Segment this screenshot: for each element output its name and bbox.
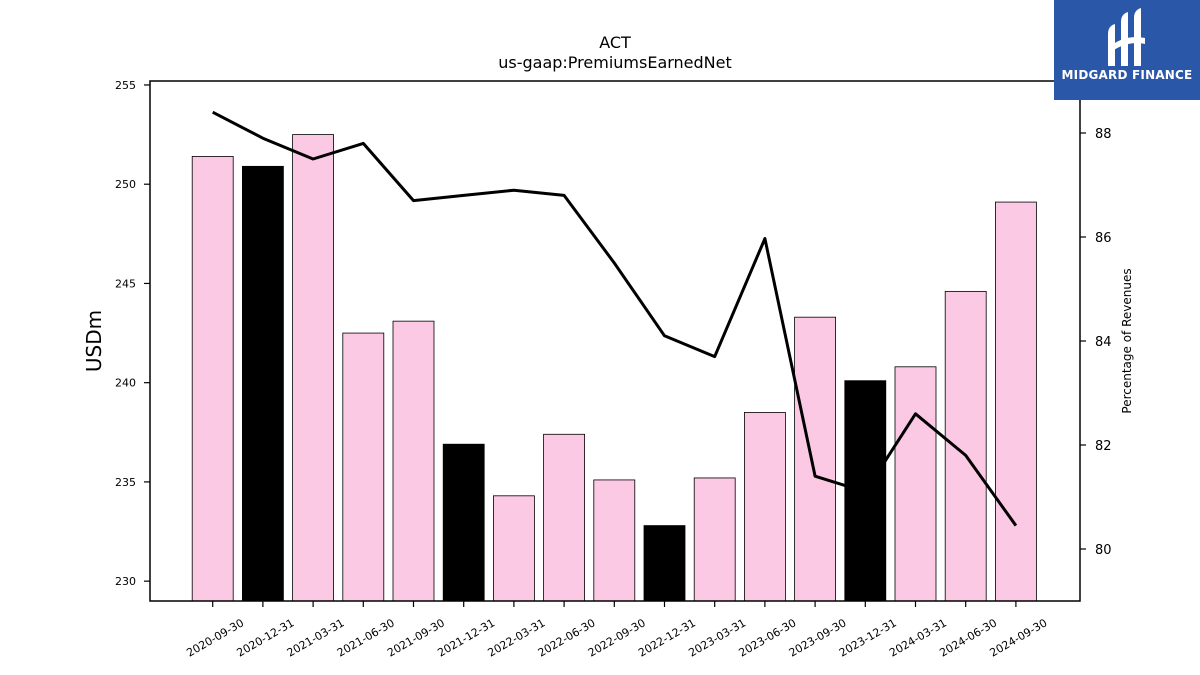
y2-tick-label: 86 <box>1095 231 1112 246</box>
bar-2023-06-30 <box>744 412 786 602</box>
y-tick-label: 245 <box>115 277 136 290</box>
y2-tick-label: 84 <box>1095 335 1112 350</box>
bar-2023-09-30 <box>794 316 836 602</box>
bar-2020-09-30 <box>191 156 234 602</box>
brand-name: MIDGARD FINANCE <box>1061 68 1193 82</box>
bar-2021-12-31 <box>442 443 485 602</box>
chart-title: ACT <box>599 33 631 52</box>
y2-tick-label: 88 <box>1095 127 1112 142</box>
y-tick-label: 255 <box>115 79 136 92</box>
bar-2021-03-31 <box>292 134 335 602</box>
left-axis: 230 235 240 245 250 255 <box>115 79 150 588</box>
y-tick-label: 230 <box>115 575 136 588</box>
bar-2023-03-31 <box>693 477 736 602</box>
y2-axis-label: Percentage of Revenues <box>1120 268 1134 413</box>
bar-2022-09-30 <box>593 479 636 602</box>
y-tick-label: 235 <box>115 476 136 489</box>
bars-group <box>191 134 1037 602</box>
bar-2024-09-30 <box>995 201 1037 602</box>
bar-2024-06-30 <box>944 290 987 602</box>
y-tick-label: 240 <box>115 377 136 390</box>
bar-2020-12-31 <box>241 165 284 602</box>
midgard-logo-icon <box>1108 8 1145 66</box>
y-tick-label: 250 <box>115 178 136 191</box>
brand-logo: MIDGARD FINANCE <box>1054 0 1200 100</box>
bar-2024-03-31 <box>894 366 937 602</box>
bar-2022-06-30 <box>543 433 585 602</box>
x-tick-label: 2024-09-30 <box>988 616 1050 659</box>
bar-2021-06-30 <box>342 332 385 602</box>
bar-2022-12-31 <box>643 525 686 602</box>
chart-subtitle: us-gaap:PremiumsEarnedNet <box>498 53 732 72</box>
line-group <box>212 110 1018 527</box>
x-axis: 2020-09-302020-12-312021-03-312021-06-30… <box>184 601 1049 660</box>
y2-tick-label: 82 <box>1095 439 1112 454</box>
y-axis-label: USDm <box>82 310 106 372</box>
y2-tick-label: 80 <box>1095 543 1112 558</box>
right-axis: 80 82 84 86 88 <box>1080 127 1112 558</box>
bar-2022-03-31 <box>492 495 535 602</box>
percentage-line <box>212 110 1018 527</box>
bar-2021-09-30 <box>392 320 435 602</box>
